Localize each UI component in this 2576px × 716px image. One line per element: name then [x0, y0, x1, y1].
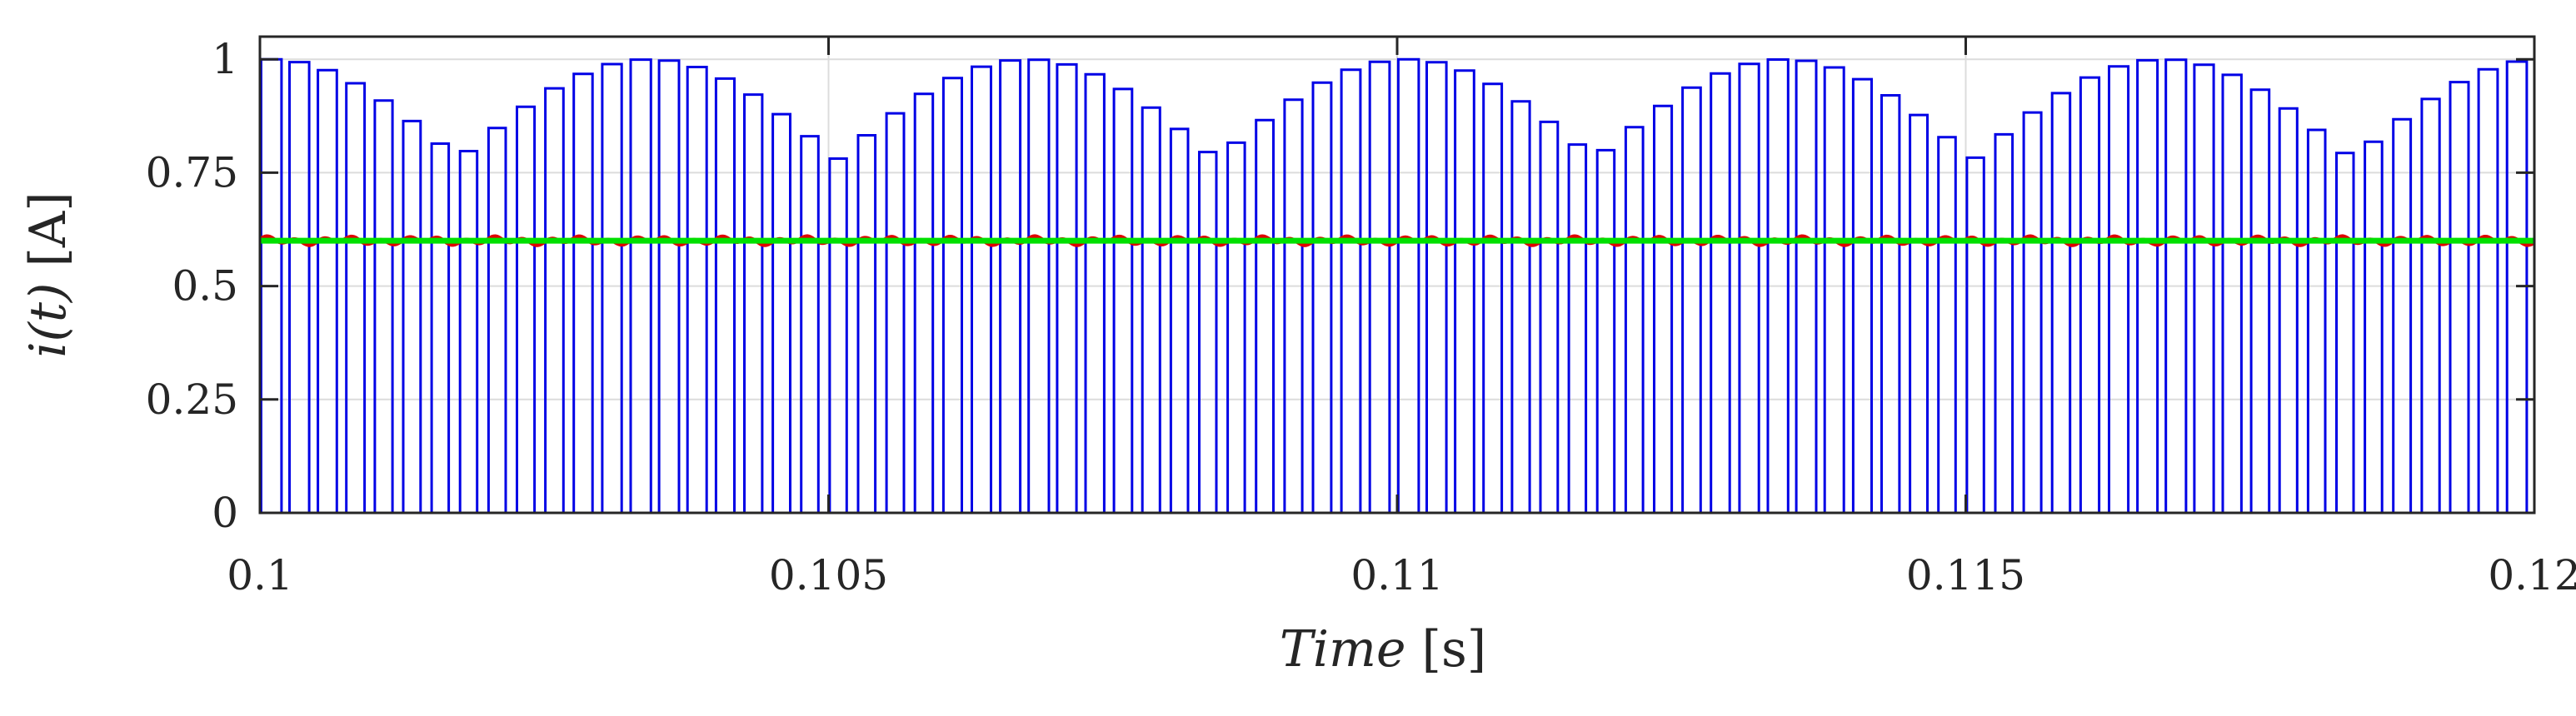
- x-tick-label: 0.12: [2488, 551, 2576, 599]
- y-tick-label: 0.25: [146, 375, 238, 424]
- y-tick-label: 0.75: [146, 148, 238, 196]
- y-tick-label: 0: [212, 489, 238, 537]
- series-layer: [258, 57, 2536, 515]
- y-tick-label: 1: [212, 35, 238, 83]
- series-pwm-current: [259, 57, 2536, 515]
- y-axis-title-italic: i(t): [19, 283, 77, 358]
- x-axis-title-unit: [s]: [1405, 620, 1486, 679]
- x-axis-title: Time [s]: [1280, 620, 1486, 679]
- tick-marks: [258, 37, 2536, 515]
- x-tick-label: 0.11: [1350, 551, 1443, 599]
- x-tick-label: 0.115: [1906, 551, 2025, 599]
- x-tick-labels: 0.1 0.105 0.11 0.115 0.12: [227, 551, 2576, 599]
- y-axis-title-unit: [A]: [19, 191, 77, 282]
- y-tick-label: 0.5: [172, 262, 238, 311]
- x-tick-label: 0.1: [227, 551, 293, 599]
- y-axis-title: i(t) [A]: [19, 191, 77, 357]
- x-tick-label: 0.105: [769, 551, 888, 599]
- x-axis-title-italic: Time: [1280, 620, 1406, 679]
- y-tick-labels: 0 0.25 0.5 0.75 1: [146, 35, 238, 537]
